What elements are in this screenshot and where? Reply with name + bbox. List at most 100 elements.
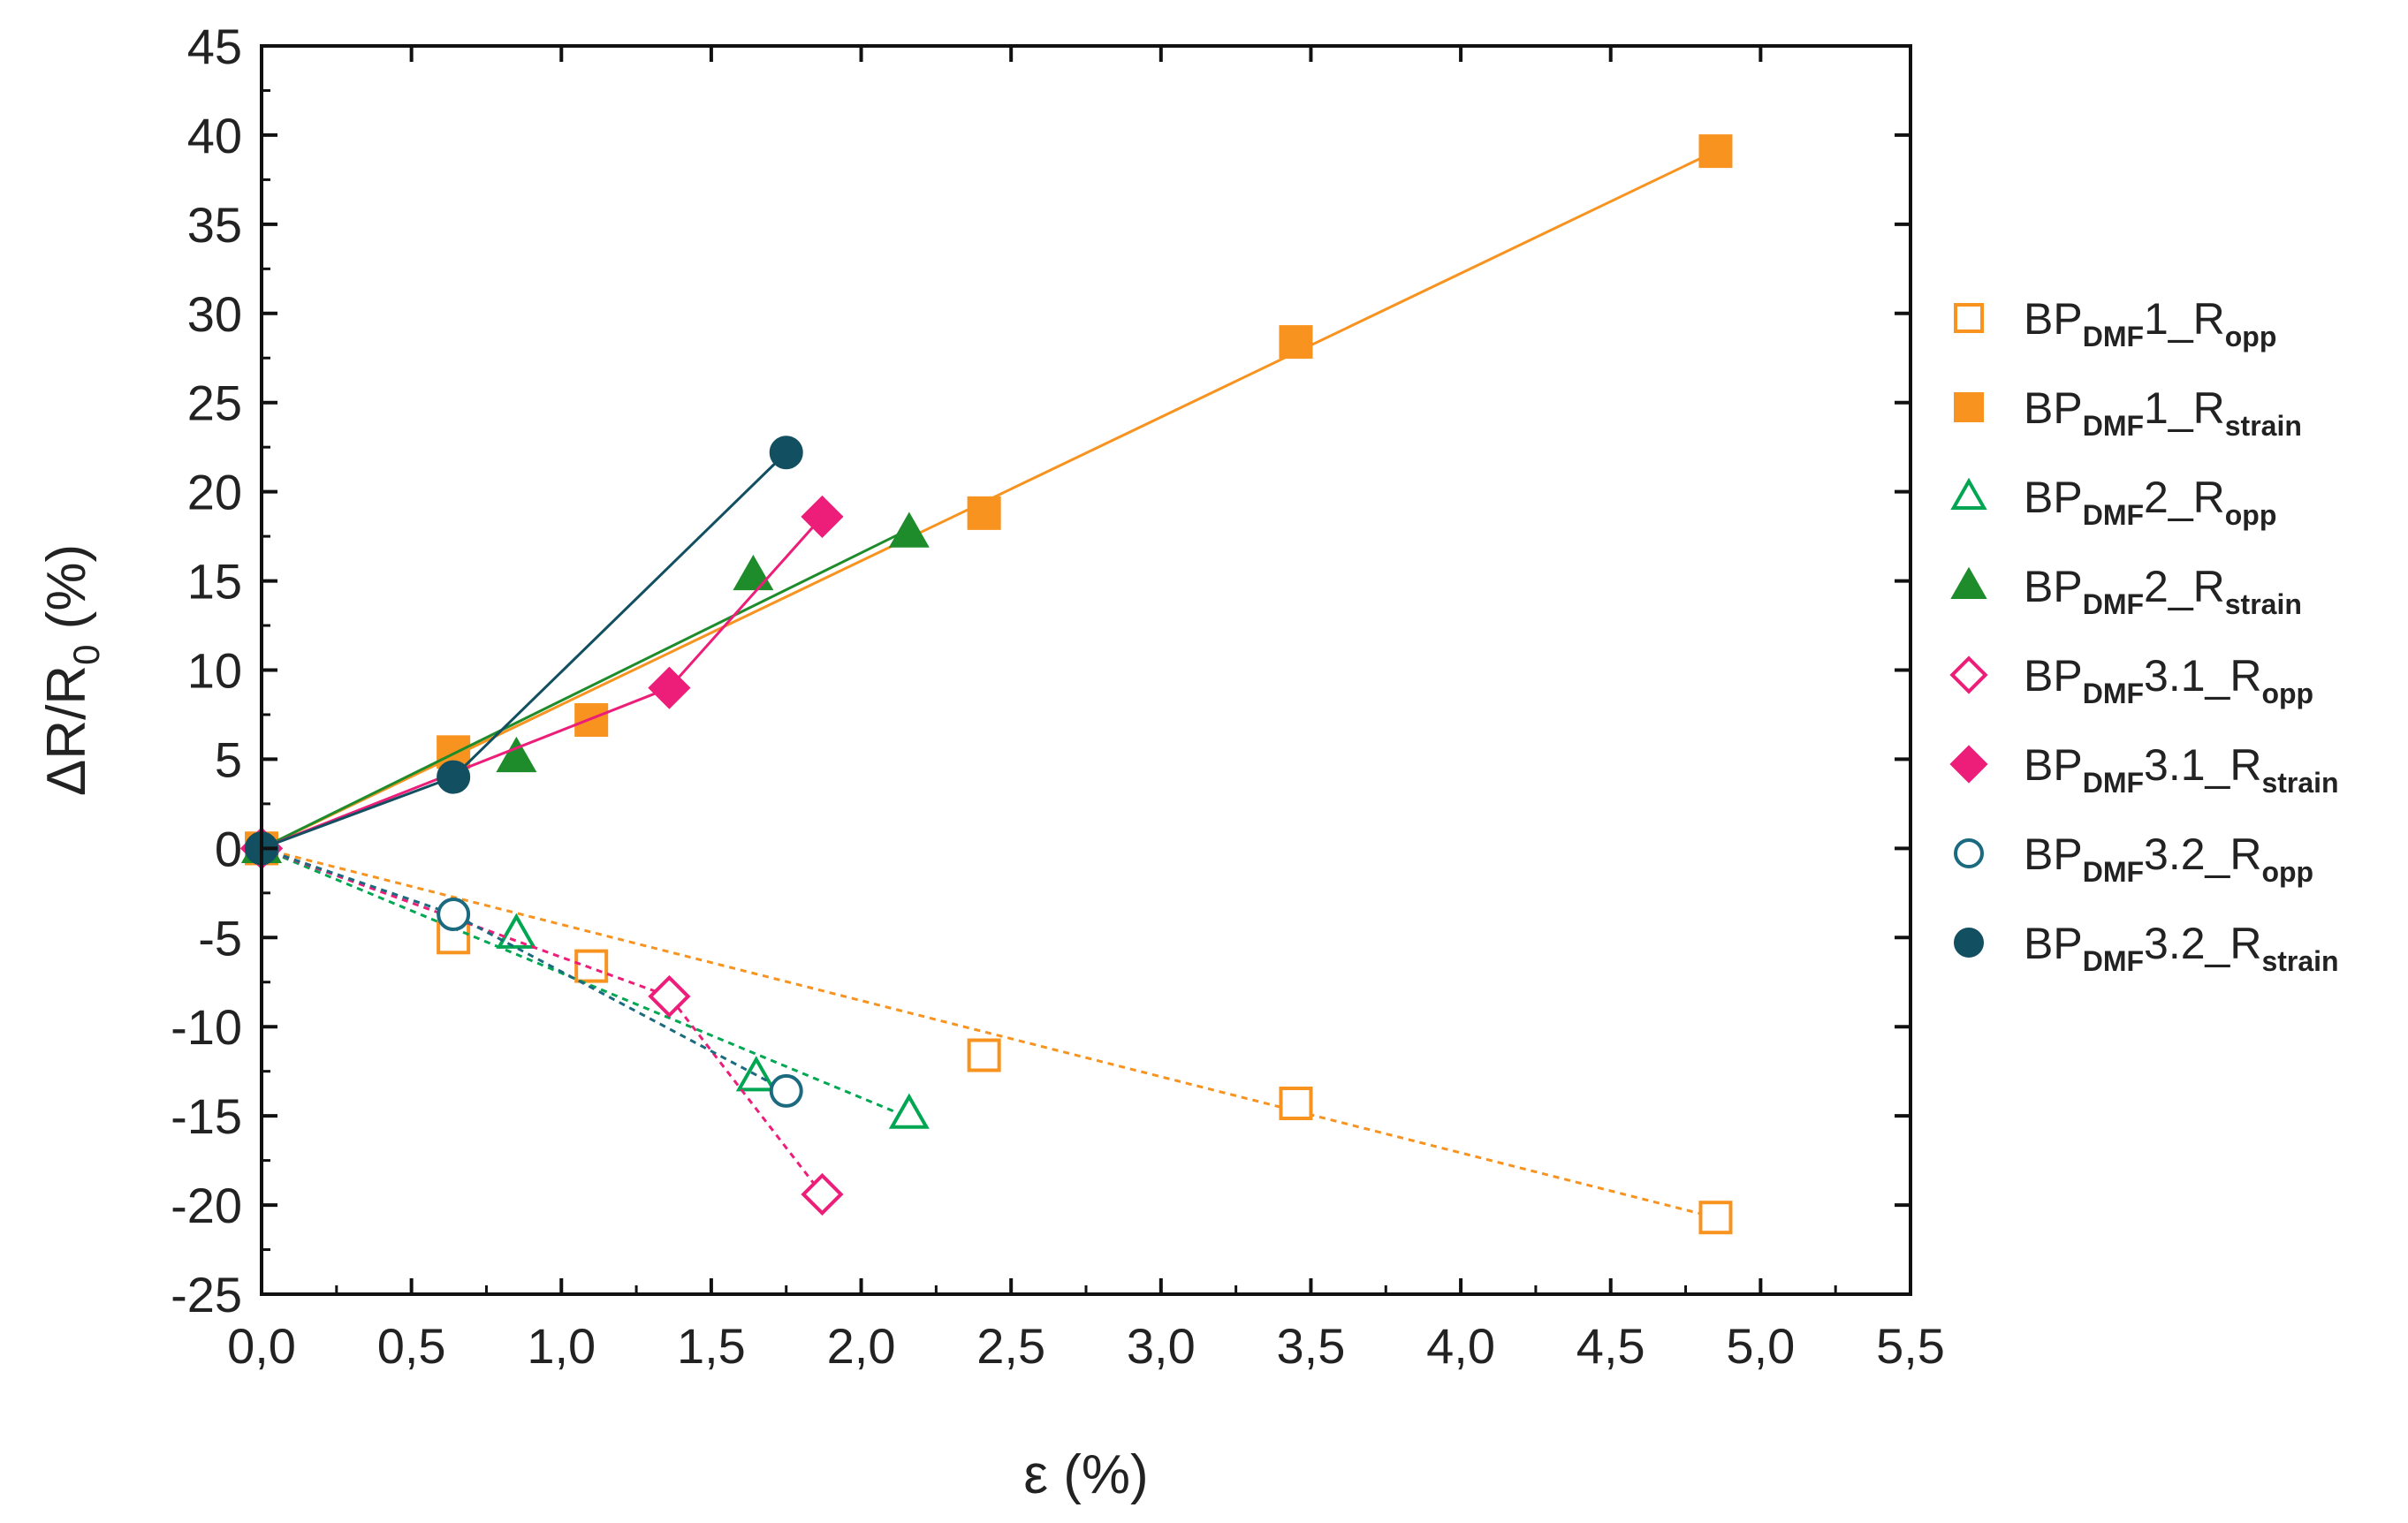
legend-marker	[1949, 745, 1988, 784]
y-tick-label: 5	[215, 731, 242, 787]
legend-marker	[1954, 928, 1984, 958]
legend-label-sub1: DMF	[2083, 410, 2144, 442]
legend-label-mid: 1_R	[2144, 294, 2225, 344]
legend-item: BPDMF3.1_Rstrain	[1949, 740, 2339, 799]
legend-label: BPDMF3.2_Ropp	[2024, 830, 2313, 888]
legend-label-main: BP	[2024, 740, 2083, 790]
y-tick-label: -20	[171, 1178, 242, 1233]
data-point	[801, 495, 844, 538]
data-point	[437, 898, 471, 932]
legend-label-sub2: strain	[2261, 945, 2338, 977]
legend-label-sub2: strain	[2261, 767, 2338, 799]
legend-label-main: BP	[2024, 473, 2083, 522]
data-point	[733, 554, 774, 591]
x-tick-label: 5,5	[1876, 1318, 1945, 1374]
y-axis-title: ΔR/R0 (%)	[36, 544, 107, 796]
data-point	[888, 511, 930, 548]
y-tick-label: -15	[171, 1088, 242, 1144]
legend-label-mid: 1_R	[2144, 383, 2225, 433]
series-line	[261, 846, 787, 1093]
legend-label-sub1: DMF	[2083, 767, 2144, 799]
legend-item: BPDMF3.2_Rstrain	[1954, 919, 2339, 977]
data-point	[574, 703, 609, 738]
data-point	[496, 736, 537, 773]
legend-label-mid: 3.1_R	[2144, 740, 2261, 790]
legend-label-sub1: DMF	[2083, 321, 2144, 352]
x-tick-label: 1,0	[527, 1318, 596, 1374]
y-tick-label: 30	[187, 286, 242, 342]
y-axis-title-main: ΔR/R	[36, 665, 97, 796]
x-tick-label: 2,5	[976, 1318, 1045, 1374]
data-point	[967, 496, 1001, 530]
legend-item: BPDMF2_Rstrain	[1950, 562, 2302, 620]
y-axis-title-unit: (%)	[36, 544, 97, 645]
legend-label-mid: 2_R	[2144, 562, 2225, 611]
x-tick-label: 1,5	[677, 1318, 746, 1374]
y-tick-label: -5	[198, 910, 242, 966]
data-point	[801, 1172, 844, 1216]
legend-label-sub2: opp	[2261, 856, 2313, 888]
data-point	[648, 666, 691, 709]
legend-label: BPDMF3.1_Ropp	[2024, 651, 2313, 709]
legend-label-sub1: DMF	[2083, 588, 2144, 620]
legend-label-main: BP	[2024, 651, 2083, 701]
legend: BPDMF1_RoppBPDMF1_RstrainBPDMF2_RoppBPDM…	[1949, 294, 2339, 977]
data-point	[496, 913, 537, 949]
y-tick-label: 20	[187, 465, 242, 520]
legend-label-main: BP	[2024, 294, 2083, 344]
legend-label-main: BP	[2024, 383, 2083, 433]
y-tick-label: 35	[187, 197, 242, 253]
data-point	[574, 949, 609, 983]
legend-marker	[1950, 477, 1987, 510]
x-tick-label: 3,5	[1277, 1318, 1346, 1374]
legend-item: BPDMF3.2_Ropp	[1954, 830, 2313, 888]
series-line	[261, 846, 824, 1195]
data-point	[769, 436, 803, 470]
legend-label-mid: 2_R	[2144, 473, 2225, 522]
legend-marker	[1954, 392, 1984, 422]
x-tick-label: 4,5	[1576, 1318, 1645, 1374]
legend-label-main: BP	[2024, 830, 2083, 879]
legend-label-sub2: strain	[2225, 410, 2302, 442]
data-point	[769, 1073, 803, 1108]
legend-label-sub1: DMF	[2083, 856, 2144, 888]
x-tick-label: 4,0	[1426, 1318, 1495, 1374]
x-tick-label: 3,0	[1127, 1318, 1196, 1374]
legend-label-mid: 3.1_R	[2144, 651, 2261, 701]
data-point	[888, 1093, 930, 1129]
legend-item: BPDMF1_Rstrain	[1954, 383, 2302, 442]
legend-label-mid: 3.2_R	[2144, 830, 2261, 879]
legend-marker	[1954, 303, 1984, 333]
y-tick-label: 25	[187, 375, 242, 431]
y-tick-label: 0	[215, 821, 242, 876]
legend-item: BPDMF1_Ropp	[1954, 294, 2276, 352]
y-tick-label: 10	[187, 643, 242, 699]
data-point	[967, 1038, 1001, 1072]
legend-marker	[1954, 838, 1984, 868]
legend-marker	[1950, 566, 1987, 599]
x-tick-label: 0,0	[227, 1318, 296, 1374]
data-point	[1279, 1087, 1313, 1121]
legend-label-sub1: DMF	[2083, 499, 2144, 531]
y-tick-label: -10	[171, 999, 242, 1055]
legend-label: BPDMF2_Ropp	[2024, 473, 2276, 531]
data-point	[437, 760, 471, 794]
axes: 0,0 0,5 1,0 1,5 2,0 2,5 3,0 3,5 4,0 4,5 5,0 5,5 -25 -…	[36, 19, 1945, 1505]
x-tick-label: 0,5	[377, 1318, 446, 1374]
y-tick-label: 45	[187, 19, 242, 74]
x-tick-label: 2,0	[827, 1318, 896, 1374]
y-tick-label: 40	[187, 108, 242, 163]
series-fit-line	[261, 846, 910, 1119]
legend-label: BPDMF2_Rstrain	[2024, 562, 2302, 620]
legend-label-sub2: strain	[2225, 588, 2302, 620]
legend-label-main: BP	[2024, 562, 2083, 611]
legend-item: BPDMF3.1_Ropp	[1949, 651, 2313, 709]
y-tick-label: 15	[187, 554, 242, 610]
legend-label: BPDMF3.1_Rstrain	[2024, 740, 2339, 799]
series-fit-line	[261, 527, 910, 850]
legend-label-sub2: opp	[2225, 499, 2277, 531]
data-point	[1698, 1201, 1733, 1235]
data-point	[648, 974, 691, 1018]
y-axis-title-sub: 0	[65, 645, 107, 665]
